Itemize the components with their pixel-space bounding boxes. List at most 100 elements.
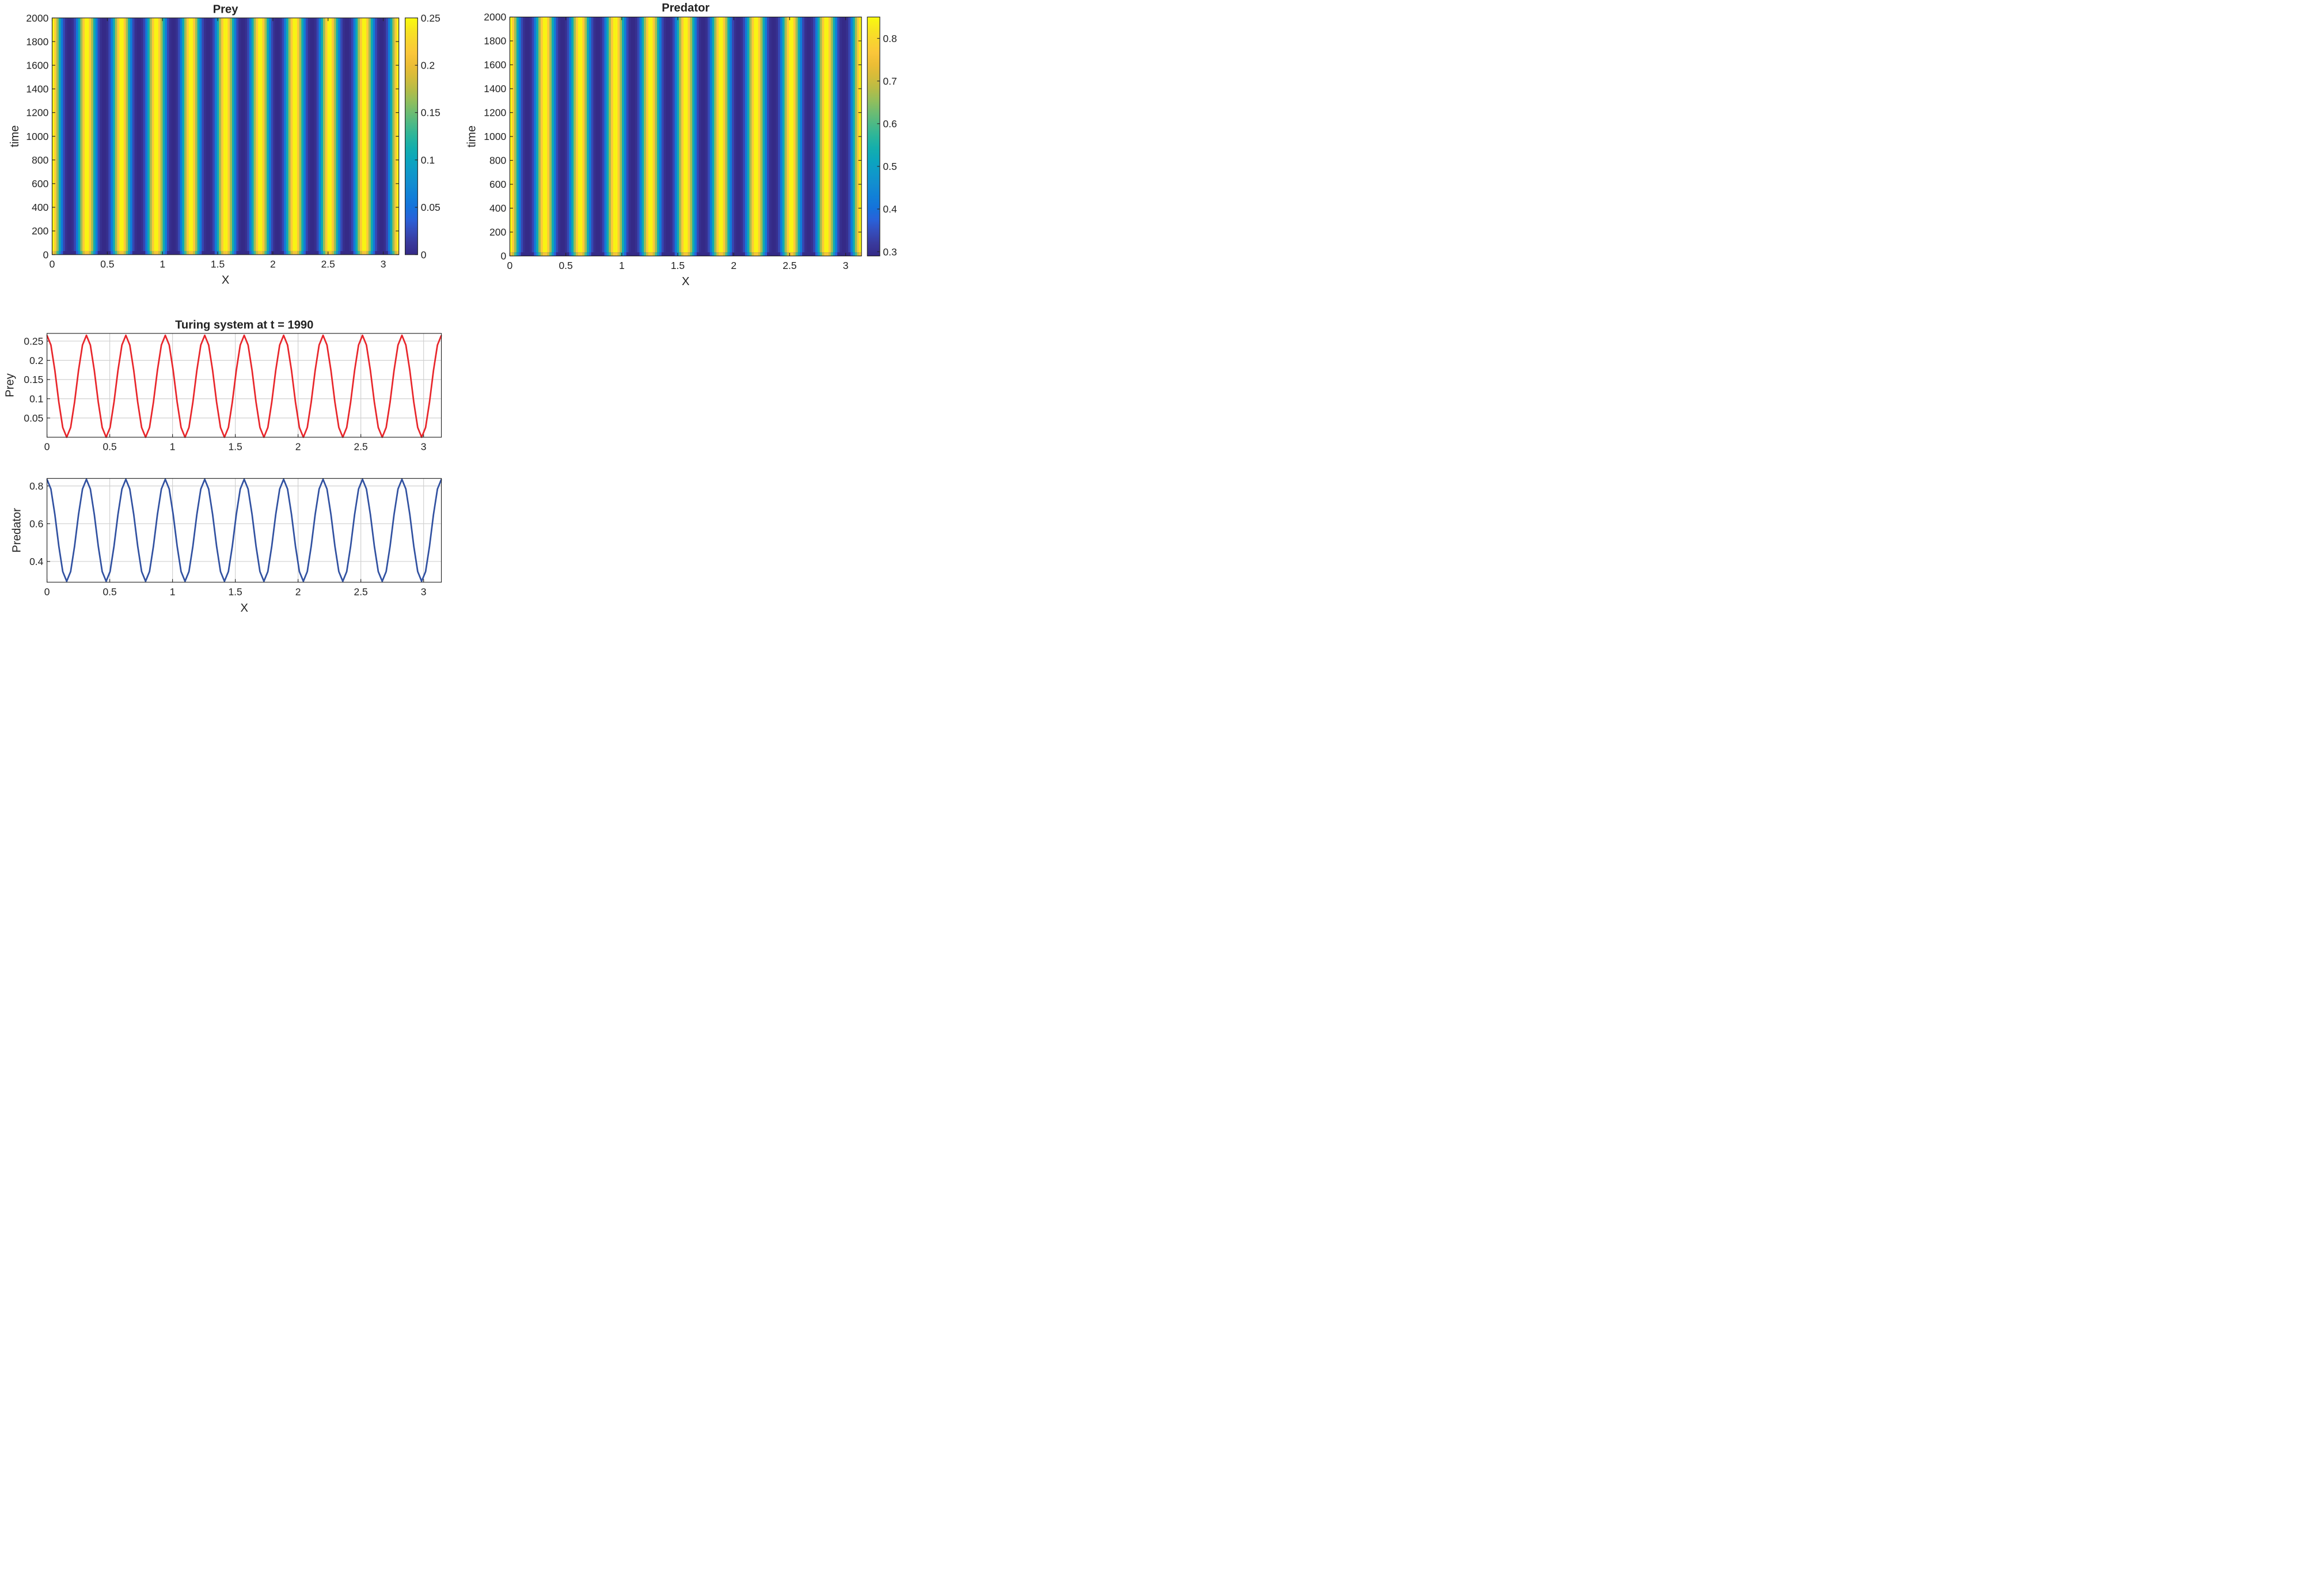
prey-heatmap-ylabel: time: [9, 126, 21, 147]
heatmap-cell-initial: [569, 252, 572, 256]
heatmap-cell-initial: [674, 252, 677, 256]
heatmap-cell-initial: [602, 252, 605, 256]
heatmap-cell-initial: [661, 252, 664, 256]
heatmap-cell: [69, 18, 72, 251]
heatmap-cell: [143, 18, 146, 251]
heatmap-cell-initial: [606, 252, 609, 256]
heatmap-cell: [210, 18, 213, 251]
heatmap-cell-initial: [745, 252, 747, 256]
heatmap-cell-initial: [668, 252, 671, 256]
heatmap-cell: [293, 18, 295, 251]
y-tick-label: 1600: [484, 59, 506, 71]
heatmap-cell-initial: [97, 251, 100, 255]
heatmap-cell-initial: [364, 251, 367, 255]
y-tick-label: 2000: [26, 12, 48, 24]
heatmap-cell-initial: [108, 251, 111, 255]
heatmap-cell: [247, 18, 250, 251]
heatmap-cell-initial: [203, 251, 207, 255]
heatmap-cell-initial: [707, 252, 711, 256]
y-tick-label: 0.1: [29, 393, 43, 405]
heatmap-cell-initial: [388, 251, 390, 255]
heatmap-cell-initial: [322, 251, 326, 255]
heatmap-cell-initial: [813, 252, 816, 256]
heatmap-cell-initial: [375, 251, 378, 255]
heatmap-cell: [314, 18, 317, 251]
heatmap-cell-initial: [145, 251, 148, 255]
heatmap-cell-initial: [208, 251, 211, 255]
heatmap-cell-initial: [353, 251, 356, 255]
heatmap-cell: [342, 18, 345, 251]
heatmap-cell: [80, 18, 83, 251]
heatmap-cell-initial: [514, 252, 517, 256]
heatmap-cell: [518, 17, 521, 253]
heatmap-cell-initial: [822, 252, 825, 256]
heatmap-cell-initial: [747, 252, 750, 256]
heatmap-cell: [637, 17, 640, 253]
heatmap-cell-initial: [310, 251, 313, 255]
heatmap-cell: [126, 18, 128, 251]
heatmap-cell: [349, 18, 352, 251]
heatmap-cell-initial: [117, 251, 120, 255]
heatmap-cell-initial: [182, 251, 185, 255]
y-tick-label: 2000: [484, 12, 506, 23]
heatmap-cell-initial: [74, 251, 77, 255]
heatmap-cell-initial: [666, 252, 669, 256]
heatmap-cell-initial: [659, 252, 662, 256]
heatmap-cell: [655, 17, 658, 253]
heatmap-cell: [191, 18, 193, 251]
heatmap-cell: [154, 18, 157, 251]
heatmap-cell: [97, 18, 100, 251]
y-tick-label: 800: [489, 155, 506, 166]
heatmap-cell-initial: [180, 251, 183, 255]
heatmap-cell: [236, 18, 239, 251]
heatmap-cell: [635, 17, 638, 253]
heatmap-cell-initial: [512, 252, 515, 256]
heatmap-cell-initial: [158, 251, 161, 255]
heatmap-cell-initial: [846, 252, 849, 256]
heatmap-cell: [529, 17, 532, 253]
heatmap-cell: [604, 17, 607, 253]
heatmap-cell: [149, 18, 152, 251]
heatmap-cell-initial: [177, 251, 180, 255]
heatmap-cell: [396, 18, 400, 251]
heatmap-cell-initial: [370, 251, 373, 255]
heatmap-cell: [231, 18, 234, 251]
heatmap-cell: [273, 18, 276, 251]
predator-heatmap-xlabel: X: [682, 275, 690, 288]
y-tick-label: 0.2: [29, 355, 43, 366]
heatmap-cell-initial: [582, 252, 585, 256]
heatmap-cell-initial: [173, 251, 176, 255]
heatmap-cell-initial: [140, 251, 143, 255]
heatmap-cell: [134, 18, 137, 251]
heatmap-cell: [584, 17, 587, 253]
heatmap-cell: [104, 18, 107, 251]
heatmap-cell-initial: [574, 252, 576, 256]
heatmap-cell: [299, 18, 302, 251]
heatmap-cell: [791, 17, 794, 253]
heatmap-cell-initial: [193, 251, 196, 255]
heatmap-cell-initial: [251, 251, 254, 255]
heatmap-cell: [305, 18, 308, 251]
heatmap-cell: [703, 17, 706, 253]
heatmap-cell: [806, 17, 809, 253]
x-tick-label: 2.5: [354, 586, 367, 597]
heatmap-cell: [67, 18, 70, 251]
heatmap-cell: [663, 17, 666, 253]
heatmap-cell-initial: [529, 252, 532, 256]
heatmap-cell: [857, 17, 860, 253]
heatmap-cell-initial: [321, 251, 324, 255]
heatmap-cell-initial: [765, 252, 768, 256]
heatmap-cell: [762, 17, 765, 253]
heatmap-cell-initial: [835, 252, 838, 256]
heatmap-cell: [787, 17, 789, 253]
heatmap-cell-initial: [318, 251, 321, 255]
heatmap-cell-initial: [730, 252, 732, 256]
heatmap-cell-initial: [115, 251, 117, 255]
heatmap-cell: [166, 18, 170, 251]
heatmap-cell-initial: [249, 251, 252, 255]
heatmap-cell: [58, 18, 61, 251]
colorbar-tick-label: 0.6: [883, 118, 897, 130]
heatmap-cell: [344, 18, 347, 251]
heatmap-cell-initial: [314, 251, 317, 255]
heatmap-cell: [242, 18, 245, 251]
